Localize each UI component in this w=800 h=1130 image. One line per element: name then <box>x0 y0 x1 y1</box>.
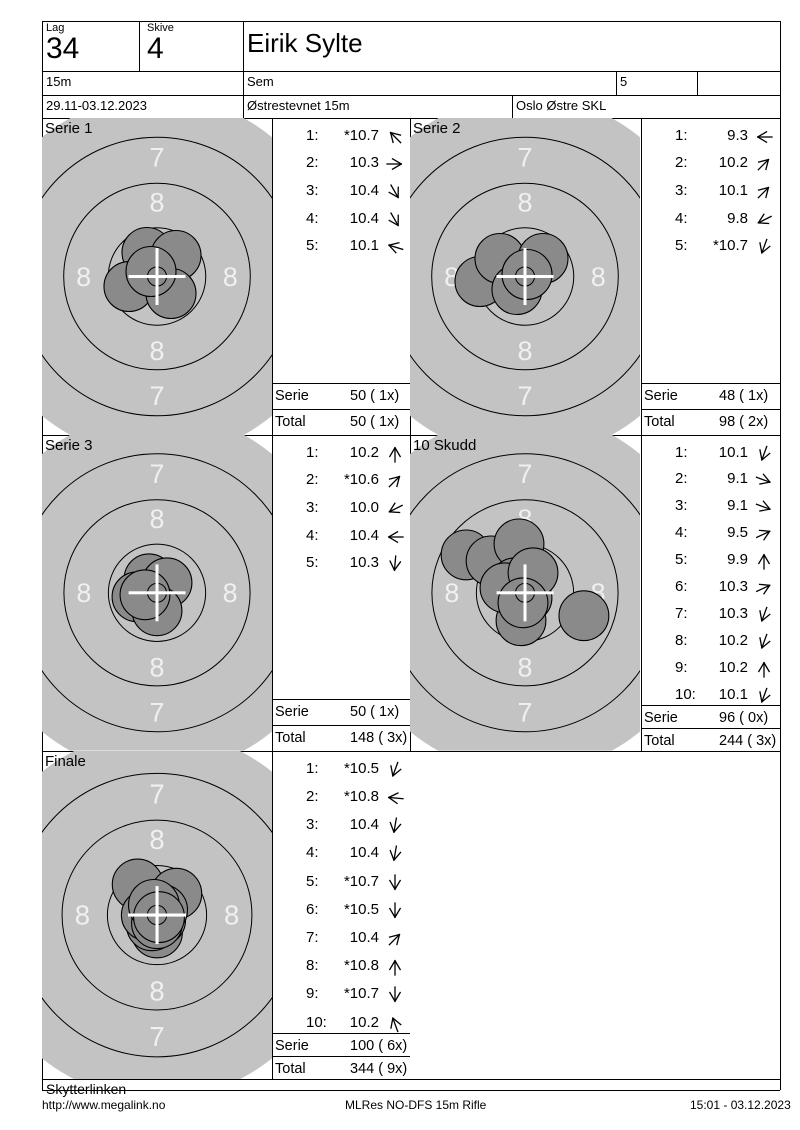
svg-text:Serie 2: Serie 2 <box>413 120 461 137</box>
svg-text:8: 8 <box>150 652 165 682</box>
svg-text:Serie 1: Serie 1 <box>45 120 93 137</box>
svg-text:7: 7 <box>518 459 533 489</box>
svg-text:8: 8 <box>149 975 164 1006</box>
svg-text:8: 8 <box>444 578 459 608</box>
svg-text:7: 7 <box>517 143 532 173</box>
svg-text:Serie 3: Serie 3 <box>45 437 92 454</box>
svg-text:8: 8 <box>76 578 91 608</box>
svg-text:8: 8 <box>75 899 90 930</box>
svg-text:8: 8 <box>518 652 533 682</box>
svg-text:Finale: Finale <box>45 753 86 770</box>
svg-text:8: 8 <box>223 262 238 292</box>
svg-text:7: 7 <box>150 459 165 489</box>
svg-text:8: 8 <box>149 336 164 366</box>
svg-text:8: 8 <box>223 578 238 608</box>
svg-text:7: 7 <box>150 697 165 727</box>
svg-text:8: 8 <box>224 899 239 930</box>
svg-text:8: 8 <box>517 188 532 218</box>
svg-text:8: 8 <box>149 824 164 855</box>
svg-text:7: 7 <box>149 143 164 173</box>
svg-text:8: 8 <box>76 262 91 292</box>
svg-text:7: 7 <box>149 778 164 809</box>
svg-text:10 Skudd: 10 Skudd <box>413 437 476 454</box>
svg-text:7: 7 <box>517 381 532 411</box>
svg-text:8: 8 <box>517 336 532 366</box>
svg-text:7: 7 <box>149 381 164 411</box>
svg-text:7: 7 <box>518 697 533 727</box>
svg-text:8: 8 <box>591 262 606 292</box>
svg-text:8: 8 <box>150 504 165 534</box>
svg-text:7: 7 <box>149 1021 164 1052</box>
svg-text:8: 8 <box>149 188 164 218</box>
